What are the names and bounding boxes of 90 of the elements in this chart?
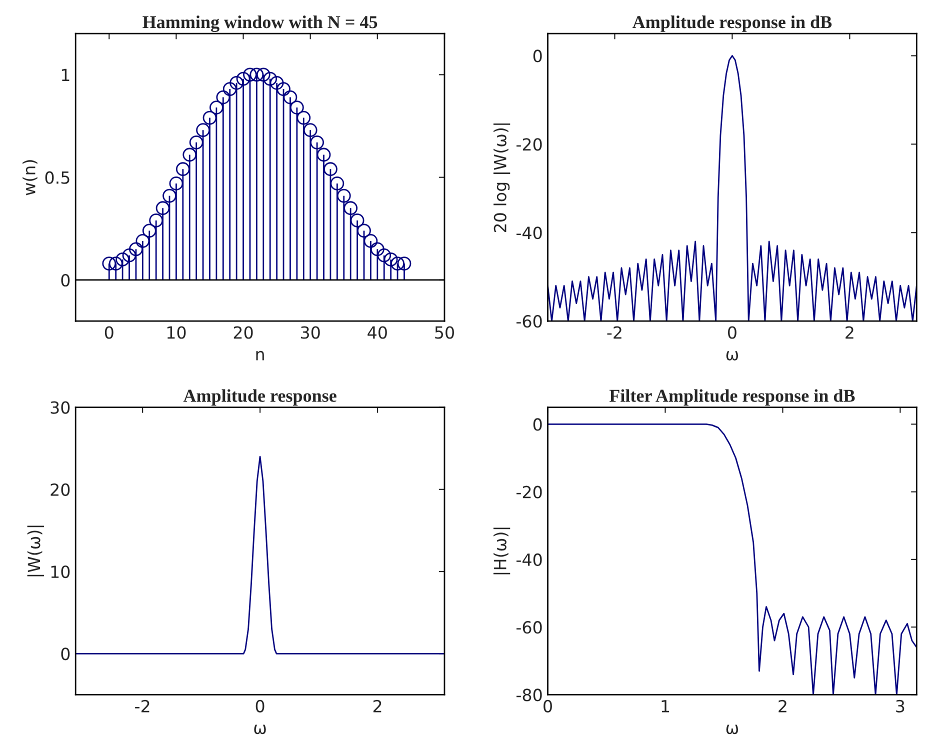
y-tick-label: -20: [516, 486, 542, 498]
point: [216, 90, 230, 104]
x-axis-title: ω: [726, 724, 738, 734]
x-tick-label: 20: [234, 326, 253, 339]
y-tick-label: 0: [61, 274, 70, 287]
point: [169, 176, 184, 190]
point: [270, 76, 284, 90]
point: [149, 214, 164, 228]
point: [276, 82, 290, 96]
point: [210, 100, 224, 114]
point: [316, 148, 331, 162]
point: [122, 248, 136, 262]
x-tick-label: 2: [846, 326, 854, 339]
x-tick-label: 1: [662, 700, 670, 712]
y-tick-label: -60: [516, 315, 542, 328]
point: [196, 123, 210, 138]
y-tick-label: -60: [516, 621, 542, 634]
point: [156, 201, 170, 216]
point: [290, 100, 304, 114]
x-tick-label: 0: [104, 326, 114, 339]
point: [116, 252, 130, 266]
point: [102, 256, 116, 271]
y-tick-label: -20: [516, 138, 542, 151]
point: [263, 72, 278, 86]
x-axis-title: n: [256, 350, 264, 360]
x-axis-title: ω: [726, 351, 738, 360]
x-tick-label: 0: [256, 700, 264, 712]
point: [250, 68, 264, 82]
y-tick-label: -40: [516, 553, 542, 566]
point: [236, 72, 250, 86]
x-tick-label: 10: [167, 326, 186, 339]
point: [176, 162, 190, 176]
x-tick-label: 0: [728, 326, 736, 339]
y-tick-label: 10: [51, 565, 70, 578]
line-series: [76, 456, 444, 654]
point: [256, 68, 270, 82]
x-tick-label: 40: [368, 326, 387, 339]
y-tick-label: -40: [516, 226, 542, 240]
y-tick-label: 0.5: [45, 171, 70, 184]
chart-title: Filter Amplitude response in dB: [609, 389, 855, 406]
point: [350, 214, 364, 228]
y-tick-label: 1: [62, 68, 70, 82]
chart-title: Amplitude response in dB: [632, 16, 832, 32]
point: [222, 82, 237, 96]
point: [162, 188, 176, 203]
point: [324, 162, 338, 176]
point: [230, 76, 244, 90]
point: [377, 248, 392, 262]
y-tick-label: 0: [533, 418, 542, 431]
y-tick-label: -80: [516, 688, 542, 702]
point: [182, 148, 197, 162]
point: [397, 256, 412, 271]
y-tick-label: 0: [533, 50, 542, 62]
point: [370, 242, 384, 256]
point: [364, 234, 378, 248]
y-tick-label: 0: [61, 648, 70, 660]
point: [330, 176, 344, 190]
point: [336, 188, 351, 203]
y-axis-title: |H(ω)|: [493, 528, 510, 574]
x-tick-label: 3: [896, 700, 904, 712]
x-tick-label: 30: [301, 326, 320, 339]
x-tick-label: -2: [607, 326, 622, 339]
y-tick-label: 20: [50, 483, 70, 496]
point: [310, 135, 324, 150]
point: [390, 256, 404, 271]
x-tick-label: 50: [435, 326, 454, 339]
point: [283, 90, 298, 104]
y-axis-title: 20 log |W(ω)|: [493, 124, 510, 232]
chart-title: Amplitude response: [183, 389, 336, 406]
x-tick-label: -2: [135, 700, 150, 712]
x-tick-label: 0: [544, 700, 552, 712]
x-tick-label: 2: [373, 700, 382, 712]
point: [384, 252, 398, 266]
x-axis-title: ω: [254, 724, 266, 734]
chart-title: Hamming window with N = 45: [142, 16, 378, 32]
point: [344, 201, 358, 216]
point: [243, 68, 257, 82]
point: [136, 234, 150, 248]
point: [357, 224, 371, 238]
point: [202, 110, 217, 125]
point: [142, 224, 156, 238]
y-tick-label: 30: [50, 401, 70, 414]
point: [108, 256, 123, 271]
y-axis-title: w(n): [22, 160, 38, 196]
point: [189, 135, 204, 150]
x-tick-label: 2: [778, 700, 786, 712]
point: [303, 123, 318, 138]
point: [296, 110, 311, 125]
y-axis-title: |W(ω)|: [27, 526, 44, 576]
point: [129, 242, 143, 256]
